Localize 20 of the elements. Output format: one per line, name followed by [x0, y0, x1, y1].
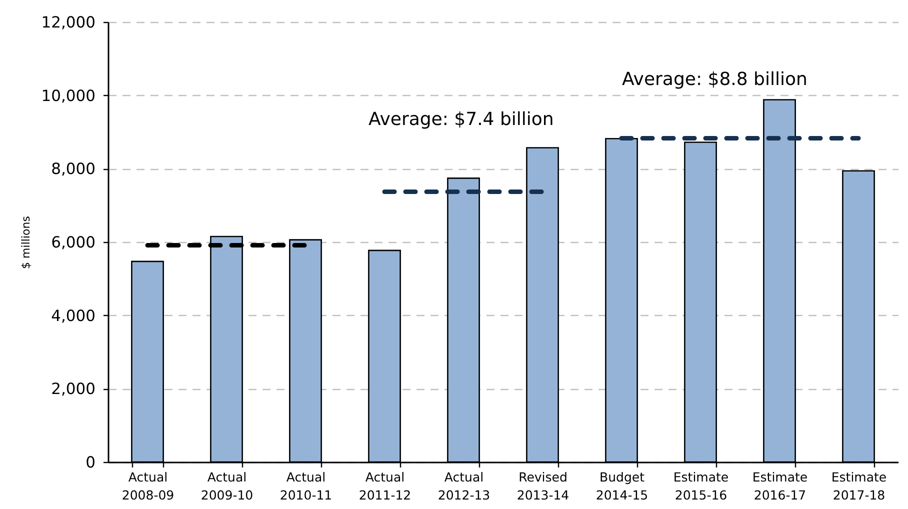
- x-tick-label: Estimate 2016-17: [752, 470, 808, 502]
- x-tick-label: Actual 2009-10: [200, 470, 254, 502]
- y-tick-label: 12,000: [41, 14, 96, 32]
- y-tick-label: 4,000: [51, 306, 96, 325]
- x-tick-label: Estimate 2017-18: [831, 470, 887, 502]
- x-tick-label: Budget 2014-15: [596, 470, 648, 502]
- x-tick-label: Actual 2008-09: [122, 470, 174, 502]
- annotation: Average: $8.8 billion: [622, 69, 808, 90]
- x-tick-label: Actual 2012-13: [438, 470, 490, 502]
- y-tick-label: 2,000: [51, 380, 96, 398]
- y-tick-label: 6,000: [51, 234, 96, 252]
- x-tick-label: Actual 2010-11: [280, 470, 332, 502]
- y-tick-label: 10,000: [41, 86, 96, 105]
- x-tick-label: Revised 2013-14: [516, 470, 570, 502]
- x-tick-label: Actual 2011-12: [358, 470, 412, 502]
- y-tick-label: 0: [86, 454, 96, 472]
- annotation: Average: $7.4 billion: [368, 109, 554, 130]
- x-tick-label: Estimate 2015-16: [673, 470, 729, 502]
- y-axis-title: $ millions: [19, 216, 32, 269]
- y-tick-label: 8,000: [51, 160, 96, 178]
